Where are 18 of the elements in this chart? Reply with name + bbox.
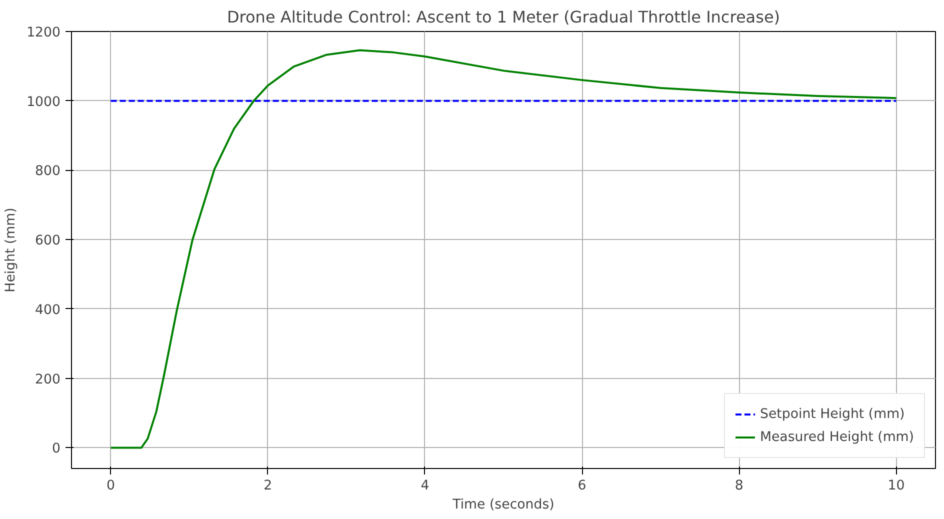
y-tick-label: 0 xyxy=(52,442,61,457)
x-tick-label: 8 xyxy=(734,478,744,494)
y-tick-label: 1000 xyxy=(26,94,61,110)
y-axis-title: Height (mm) xyxy=(4,208,19,292)
x-tick-label: 0 xyxy=(106,478,116,494)
y-tick-label: 800 xyxy=(35,164,61,180)
x-axis-title: Time (seconds) xyxy=(452,498,554,512)
x-tick-label: 2 xyxy=(264,478,272,494)
x-tick-label: 10 xyxy=(888,478,905,494)
legend-label: Measured Height (mm) xyxy=(760,430,914,444)
y-tick-label: 400 xyxy=(35,302,61,318)
chart-title: Drone Altitude Control: Ascent to 1 Meter (Gradual Throttle Increase) xyxy=(226,8,780,26)
y-tick-label: 1200 xyxy=(26,26,61,40)
x-tick-label: 4 xyxy=(420,478,430,494)
legend-label: Setpoint Height (mm) xyxy=(760,406,905,422)
y-tick-label: 200 xyxy=(35,372,61,388)
y-tick-label: 600 xyxy=(35,234,61,249)
x-tick-label: 6 xyxy=(578,478,586,494)
